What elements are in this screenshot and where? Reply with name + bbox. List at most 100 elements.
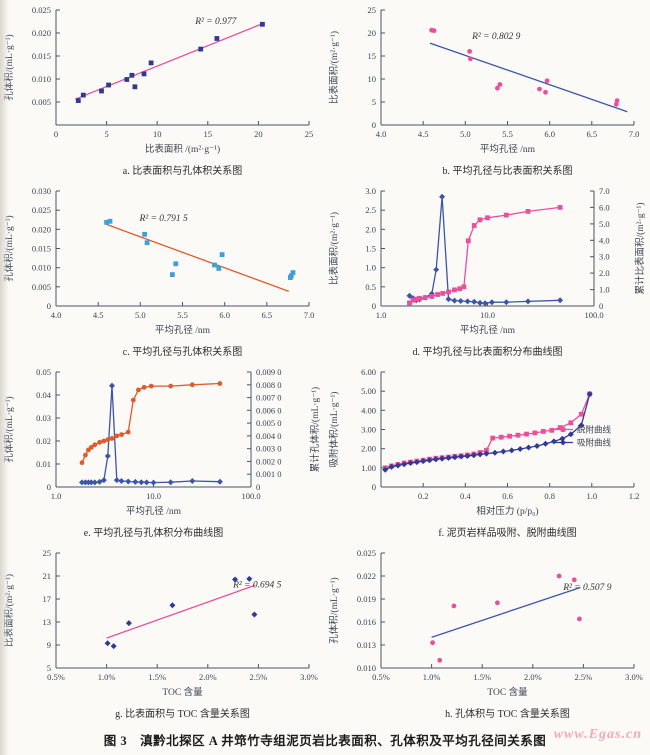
svg-text:0.005 0: 0.005 0 bbox=[256, 418, 282, 428]
svg-text:0.01: 0.01 bbox=[36, 459, 51, 469]
svg-text:4.00: 4.00 bbox=[361, 405, 376, 415]
svg-text:7.0: 7.0 bbox=[629, 129, 640, 139]
svg-text:6.0: 6.0 bbox=[219, 310, 230, 320]
svg-text:1.0: 1.0 bbox=[376, 310, 387, 320]
series-数据点 bbox=[430, 573, 582, 663]
svg-text:0.004 0: 0.004 0 bbox=[256, 431, 282, 441]
r2-annotation: R² = 0.694 5 bbox=[232, 581, 282, 591]
svg-text:4.0: 4.0 bbox=[376, 129, 387, 139]
svg-text:0: 0 bbox=[47, 482, 51, 492]
svg-text:6.5: 6.5 bbox=[586, 129, 597, 139]
tick-labels: 1.0 10.0 100.000.51.01.52.02.53.001.02.03.… bbox=[365, 186, 609, 320]
svg-text:1.2: 1.2 bbox=[629, 491, 640, 501]
subplot-caption: d. 平均孔径与比表面积分布曲线图 bbox=[413, 345, 563, 358]
svg-text:5.00: 5.00 bbox=[361, 386, 376, 396]
chart-f-panel: 0.2 0.4 0.6 0.8 1.0 1.2 0 1.00 2.00 3.00 4.00 5.00 6… bbox=[325, 362, 650, 543]
svg-text:0.015: 0.015 bbox=[32, 244, 51, 254]
svg-text:10.0: 10.0 bbox=[480, 310, 495, 320]
series-趋势线 bbox=[429, 42, 628, 113]
svg-text:5.0: 5.0 bbox=[135, 310, 146, 320]
axes bbox=[380, 190, 595, 307]
svg-text:0.2: 0.2 bbox=[418, 491, 429, 501]
tick-labels: 0 5 10 15 20 25 0.005 0.010 0.015 0.020 0.025 bbox=[32, 5, 313, 139]
svg-text:0: 0 bbox=[372, 301, 376, 311]
series-累计比表面积 bbox=[407, 205, 563, 306]
svg-text:25: 25 bbox=[43, 548, 52, 558]
r2-annotation: R² = 0.977 bbox=[194, 17, 237, 27]
watermark: www.Egas.cn bbox=[553, 727, 642, 742]
svg-text:6.00: 6.00 bbox=[361, 367, 376, 377]
svg-text:0.005: 0.005 bbox=[32, 282, 51, 292]
svg-text:0.002 0: 0.002 0 bbox=[256, 456, 282, 466]
svg-text:0.015: 0.015 bbox=[32, 51, 51, 61]
svg-text:4.0: 4.0 bbox=[599, 235, 610, 245]
chart-f-adsorption-desorption-curves: 0.2 0.4 0.6 0.8 1.0 1.2 0 1.00 2.00 3.00 4.00 5.00 6… bbox=[328, 367, 639, 539]
svg-text:0.013: 0.013 bbox=[357, 640, 376, 650]
charts-grid: 0 5 10 15 20 25 0.005 0.010 0.015 0.020 0.025 比表面积 … bbox=[0, 0, 650, 724]
svg-text:3.0: 3.0 bbox=[599, 252, 610, 262]
axes bbox=[55, 371, 252, 488]
svg-text:5.5: 5.5 bbox=[502, 129, 513, 139]
svg-text:10.0: 10.0 bbox=[146, 491, 161, 501]
svg-text:0.025: 0.025 bbox=[357, 548, 376, 558]
svg-text:0.005: 0.005 bbox=[32, 97, 51, 107]
svg-text:6.0: 6.0 bbox=[599, 202, 610, 212]
svg-text:0: 0 bbox=[256, 482, 260, 492]
svg-text:0.008 0: 0.008 0 bbox=[256, 380, 282, 390]
svg-text:20: 20 bbox=[254, 129, 263, 139]
svg-text:0.019: 0.019 bbox=[357, 594, 376, 604]
svg-text:2.0: 2.0 bbox=[365, 224, 376, 234]
svg-text:25: 25 bbox=[368, 5, 377, 15]
svg-text:0.001 0: 0.001 0 bbox=[256, 469, 282, 479]
subplot-caption: b. 平均孔径与比表面积关系图 bbox=[443, 164, 573, 177]
y-axis-label: 孔体积/(mL·g⁻¹) bbox=[3, 396, 15, 462]
y-axis-label: 孔体积/(mL·g⁻¹) bbox=[328, 577, 340, 643]
series-趋势线 bbox=[106, 223, 290, 293]
subplot-caption: e. 平均孔径与孔体积分布曲线图 bbox=[84, 526, 223, 539]
subplot-caption: g. 比表面积与 TOC 含量关系图 bbox=[115, 707, 250, 720]
tick-labels: 4.0 4.5 5.0 5.5 6.0 6.5 7.0 0 0.005 0.010 0.015 0.0… bbox=[32, 186, 314, 320]
svg-text:0.020: 0.020 bbox=[32, 28, 51, 38]
x-axis-label: 平均孔径 /nm bbox=[480, 143, 536, 155]
svg-text:2.5%: 2.5% bbox=[250, 672, 268, 682]
axes bbox=[55, 190, 310, 307]
svg-text:9: 9 bbox=[47, 640, 51, 650]
svg-text:10: 10 bbox=[153, 129, 162, 139]
svg-text:100.0: 100.0 bbox=[584, 310, 603, 320]
svg-text:0.010: 0.010 bbox=[357, 663, 376, 673]
series-趋势线 bbox=[74, 22, 265, 100]
svg-text:0.010: 0.010 bbox=[32, 74, 51, 84]
svg-text:0.016: 0.016 bbox=[357, 617, 376, 627]
svg-text:3.0%: 3.0% bbox=[625, 672, 643, 682]
svg-text:100.0: 100.0 bbox=[241, 491, 260, 501]
chart-a-panel: 0 5 10 15 20 25 0.005 0.010 0.015 0.020 0.025 比表面积 … bbox=[0, 0, 325, 181]
svg-text:0.02: 0.02 bbox=[36, 436, 51, 446]
svg-text:1.0: 1.0 bbox=[51, 491, 62, 501]
tick-labels: 0.2 0.4 0.6 0.8 1.0 1.2 0 1.00 2.00 3.00 4.00 5.00 6… bbox=[361, 367, 639, 501]
series-吸附曲线 bbox=[382, 391, 593, 473]
svg-text:20: 20 bbox=[368, 28, 377, 38]
x-axis-label: 平均孔径 /nm bbox=[460, 324, 516, 336]
svg-text:15: 15 bbox=[368, 51, 377, 61]
chart-a-surface-area-vs-pore-volume: 0 5 10 15 20 25 0.005 0.010 0.015 0.020 0.025 比表面积 … bbox=[3, 5, 313, 177]
svg-text:0.025: 0.025 bbox=[32, 205, 51, 215]
y2-axis-label: 累计孔体积/(mL·g⁻¹) bbox=[309, 387, 321, 472]
r2-annotation: R² = 0.802 9 bbox=[471, 32, 521, 42]
svg-text:1.5: 1.5 bbox=[365, 244, 376, 254]
chart-g-panel: 0.5% 1.0% 1.5% 2.0% 2.5% 3.0% 5 9 13 17 21 25 TOC 含量… bbox=[0, 543, 325, 724]
y2-axis-label: 累计比表面积/(m²·g⁻¹) bbox=[634, 203, 646, 295]
svg-text:13: 13 bbox=[43, 617, 52, 627]
svg-text:0.03: 0.03 bbox=[36, 413, 51, 423]
chart-c-panel: 4.0 4.5 5.0 5.5 6.0 6.5 7.0 0 0.005 0.010 0.015 0.0… bbox=[0, 181, 325, 362]
svg-text:1.5%: 1.5% bbox=[148, 672, 166, 682]
svg-text:2.0%: 2.0% bbox=[199, 672, 217, 682]
svg-text:1.0: 1.0 bbox=[586, 491, 597, 501]
chart-c-pore-diameter-vs-pore-volume: 4.0 4.5 5.0 5.5 6.0 6.5 7.0 0 0.005 0.010 0.015 0.0… bbox=[3, 186, 314, 358]
svg-text:0.4: 0.4 bbox=[460, 491, 471, 501]
chart-h-toc-vs-pore-volume: 0.5% 1.0% 1.5% 2.0% 2.5% 3.0% 0.010 0.013 0.016 0… bbox=[328, 548, 643, 720]
svg-text:6.5: 6.5 bbox=[261, 310, 272, 320]
y-axis-label: 比表面积/(m²·g⁻¹) bbox=[3, 574, 15, 647]
tick-labels: 0.5% 1.0% 1.5% 2.0% 2.5% 3.0% 0.010 0.013 0.016 0… bbox=[357, 548, 643, 682]
svg-text:5.0: 5.0 bbox=[460, 129, 471, 139]
svg-text:0: 0 bbox=[372, 482, 376, 492]
